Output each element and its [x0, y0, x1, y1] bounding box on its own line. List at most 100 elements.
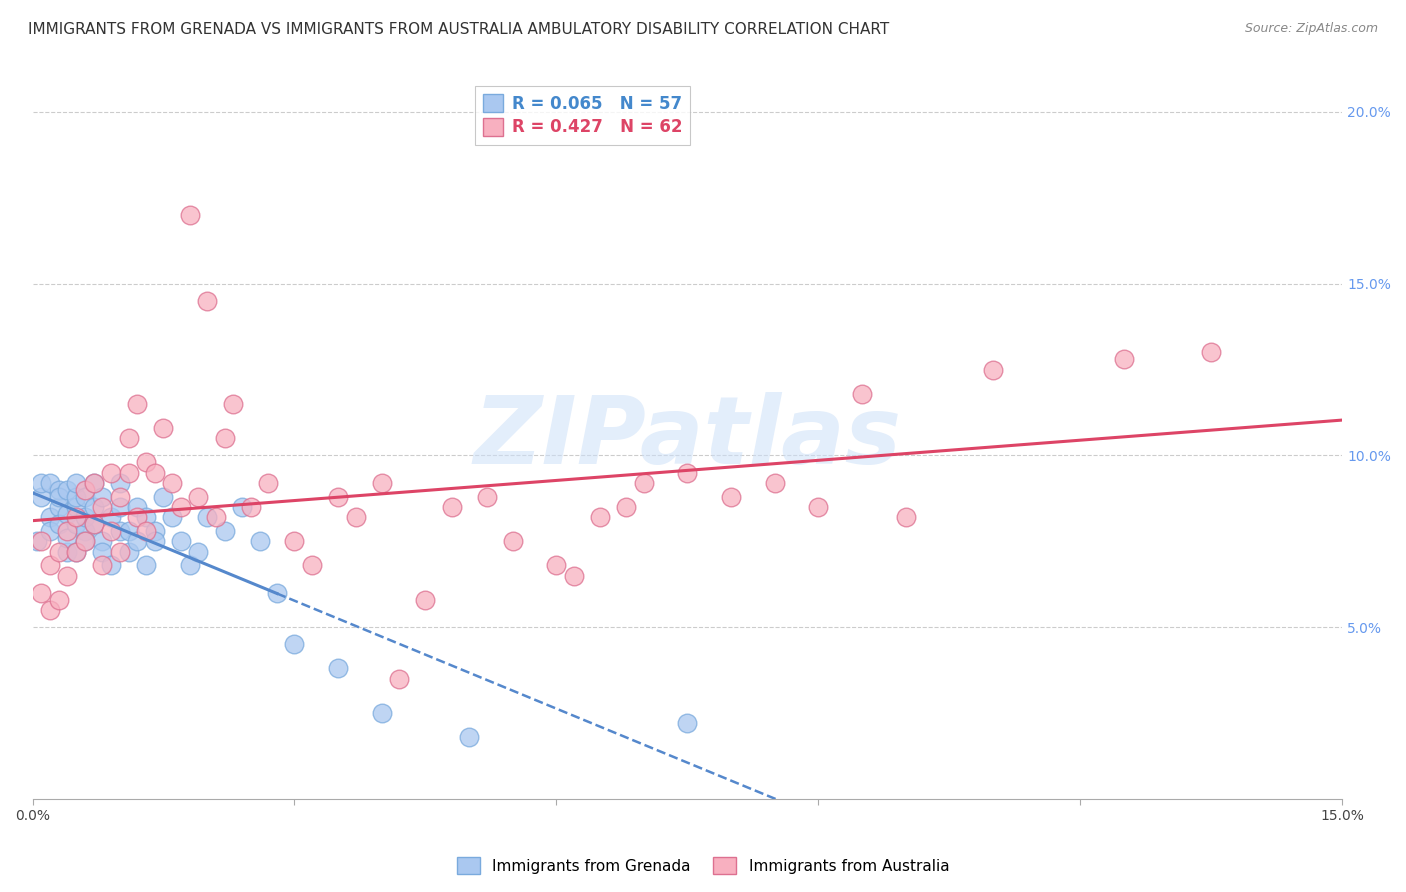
Point	[152, 490, 174, 504]
Point	[502, 534, 524, 549]
Point	[108, 500, 131, 514]
Point	[214, 524, 236, 538]
Point	[143, 534, 166, 549]
Point	[344, 510, 367, 524]
Point	[160, 510, 183, 524]
Point	[152, 421, 174, 435]
Point	[91, 544, 114, 558]
Point	[25, 534, 48, 549]
Point	[143, 524, 166, 538]
Point	[127, 397, 149, 411]
Point	[589, 510, 612, 524]
Point	[160, 475, 183, 490]
Point	[65, 544, 87, 558]
Text: Source: ZipAtlas.com: Source: ZipAtlas.com	[1244, 22, 1378, 36]
Point	[371, 706, 394, 721]
Point	[546, 558, 568, 573]
Point	[73, 490, 96, 504]
Point	[283, 637, 305, 651]
Point	[257, 475, 280, 490]
Point	[720, 490, 742, 504]
Point	[91, 558, 114, 573]
Point	[48, 490, 70, 504]
Point	[851, 386, 873, 401]
Point	[458, 730, 481, 744]
Point	[170, 534, 193, 549]
Point	[676, 466, 699, 480]
Point	[981, 362, 1004, 376]
Point	[231, 500, 253, 514]
Point	[135, 524, 157, 538]
Point	[73, 534, 96, 549]
Point	[179, 558, 201, 573]
Point	[249, 534, 271, 549]
Point	[127, 500, 149, 514]
Point	[83, 517, 105, 532]
Point	[283, 534, 305, 549]
Point	[48, 592, 70, 607]
Point	[48, 500, 70, 514]
Point	[239, 500, 262, 514]
Point	[83, 475, 105, 490]
Point	[48, 517, 70, 532]
Point	[388, 672, 411, 686]
Point	[39, 558, 62, 573]
Point	[83, 517, 105, 532]
Point	[65, 490, 87, 504]
Point	[440, 500, 463, 514]
Point	[117, 431, 139, 445]
Point	[39, 524, 62, 538]
Point	[73, 510, 96, 524]
Point	[266, 586, 288, 600]
Point	[91, 500, 114, 514]
Point	[65, 517, 87, 532]
Point	[56, 483, 79, 497]
Point	[108, 544, 131, 558]
Point	[562, 568, 585, 582]
Point	[65, 475, 87, 490]
Point	[39, 510, 62, 524]
Point	[135, 510, 157, 524]
Point	[475, 490, 498, 504]
Point	[222, 397, 245, 411]
Point	[195, 510, 218, 524]
Point	[894, 510, 917, 524]
Point	[676, 716, 699, 731]
Text: ZIPatlas: ZIPatlas	[474, 392, 901, 484]
Point	[73, 534, 96, 549]
Point	[127, 534, 149, 549]
Point	[65, 544, 87, 558]
Point	[30, 490, 52, 504]
Legend: R = 0.065   N = 57, R = 0.427   N = 62: R = 0.065 N = 57, R = 0.427 N = 62	[475, 86, 690, 145]
Point	[195, 293, 218, 308]
Point	[48, 544, 70, 558]
Point	[127, 510, 149, 524]
Point	[371, 475, 394, 490]
Point	[415, 592, 437, 607]
Point	[56, 507, 79, 521]
Point	[326, 661, 349, 675]
Point	[100, 466, 122, 480]
Point	[301, 558, 323, 573]
Point	[30, 475, 52, 490]
Point	[108, 524, 131, 538]
Point	[83, 475, 105, 490]
Point	[100, 558, 122, 573]
Point	[807, 500, 830, 514]
Point	[56, 524, 79, 538]
Point	[56, 568, 79, 582]
Point	[30, 586, 52, 600]
Point	[65, 510, 87, 524]
Point	[39, 603, 62, 617]
Point	[65, 500, 87, 514]
Point	[170, 500, 193, 514]
Point	[143, 466, 166, 480]
Point	[633, 475, 655, 490]
Point	[614, 500, 637, 514]
Point	[91, 490, 114, 504]
Point	[187, 544, 209, 558]
Point	[73, 524, 96, 538]
Point	[763, 475, 786, 490]
Point	[187, 490, 209, 504]
Point	[108, 490, 131, 504]
